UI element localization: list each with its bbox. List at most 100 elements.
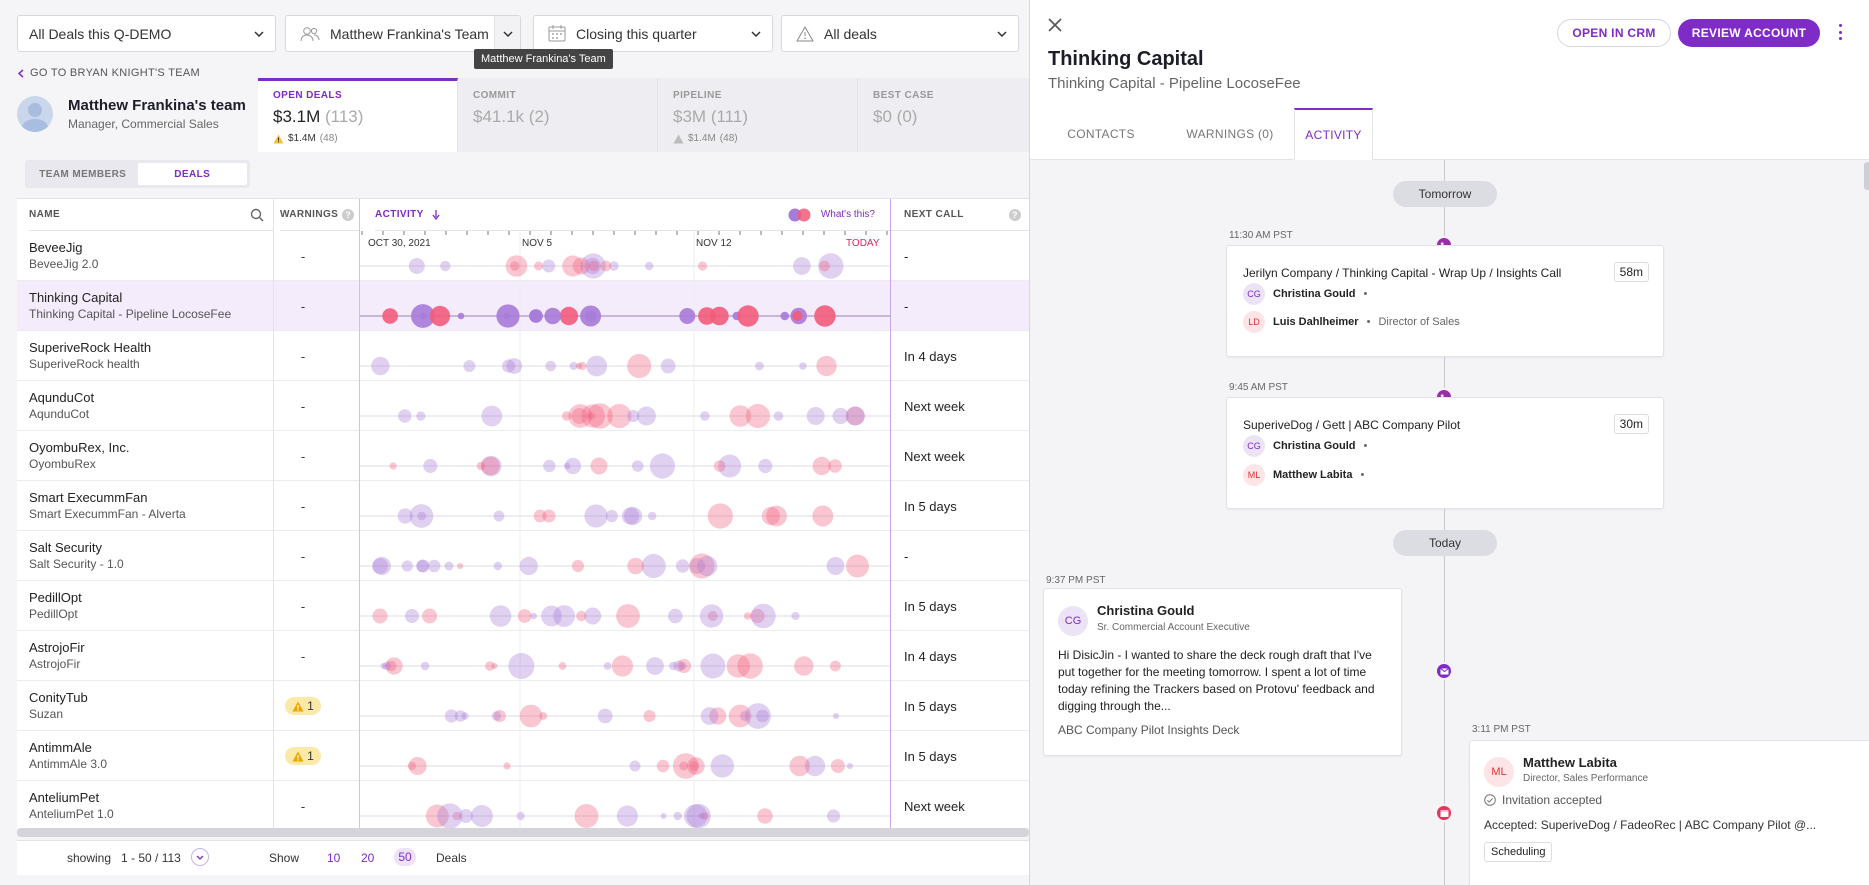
activity-bubble: [675, 559, 690, 573]
deal-name[interactable]: AnteliumPet: [29, 790, 100, 805]
warning-badge[interactable]: 1: [285, 747, 321, 765]
vertical-scrollbar[interactable]: [1864, 162, 1869, 190]
page-size-50[interactable]: 50: [394, 848, 416, 866]
activity-bubble: [563, 462, 571, 470]
invite-card[interactable]: ML Matthew Labita Director, Sales Perfor…: [1469, 740, 1869, 885]
meeting-card[interactable]: SuperiveDog / Gett | ABC Company Pilot 3…: [1226, 397, 1664, 509]
next-call: Next week: [904, 398, 965, 414]
team-members-tab[interactable]: TEAM MEMBERS: [39, 168, 127, 180]
deals-filter-dropdown[interactable]: All Deals this Q-DEMO: [17, 15, 276, 52]
deal-name[interactable]: AstrojoFir: [29, 640, 85, 655]
warning-badge[interactable]: 1: [285, 697, 321, 715]
activity-bubble: [819, 260, 830, 272]
warnings-value: -: [300, 798, 306, 814]
activity-bubble: [545, 360, 556, 372]
tab-activity[interactable]: ACTIVITY: [1294, 108, 1373, 160]
team-filter-dropdown[interactable]: Matthew Frankina's Team: [285, 15, 521, 52]
activity-bubble: [794, 656, 814, 676]
activity-bubble: [624, 506, 643, 526]
table-row[interactable]: SuperiveRock Health SuperiveRock health - I…: [17, 331, 1029, 381]
deals-tab[interactable]: DEALS: [137, 163, 247, 185]
activity-bubble: [539, 712, 548, 720]
activity-bubble: [700, 411, 710, 421]
activity-bubble: [385, 660, 397, 672]
attendee-initials: CG: [1243, 435, 1265, 457]
email-body: Hi DisicJin - I wanted to share the deck…: [1058, 648, 1375, 713]
table-row[interactable]: AstrojoFir AstrojoFir - In 4 days: [17, 631, 1029, 681]
table-row[interactable]: AnteliumPet AnteliumPet 1.0 - Next week: [17, 781, 1029, 828]
activity-bubble: [737, 305, 759, 327]
activity-bubble: [709, 707, 727, 725]
email-attachment[interactable]: ABC Company Pilot Insights Deck: [1058, 723, 1240, 737]
deal-name[interactable]: Thinking Capital: [29, 290, 123, 305]
column-header-name[interactable]: NAME: [29, 199, 274, 231]
more-options-icon[interactable]: [1834, 22, 1846, 42]
account-title: Thinking Capital: [1048, 48, 1204, 70]
table-row[interactable]: Smart ExecummFan Smart ExecummFan - Alver…: [17, 481, 1029, 531]
status-filter-dropdown[interactable]: All deals: [781, 15, 1019, 52]
table-row[interactable]: OyombuRex, Inc. OyombuRex - Next week: [17, 431, 1029, 481]
deal-name[interactable]: BeveeJig: [29, 240, 83, 255]
activity-bubble: [645, 261, 654, 271]
attendee-name: Christina Gould: [1273, 288, 1356, 300]
activity-bubble: [586, 355, 608, 377]
help-icon[interactable]: ?: [342, 208, 355, 221]
table-row[interactable]: Thinking Capital Thinking Capital - Pipel…: [17, 281, 1029, 331]
tab-warnings[interactable]: WARNINGS (0): [1186, 127, 1274, 141]
table-row[interactable]: Salt Security Salt Security - 1.0 - -: [17, 531, 1029, 581]
table-row[interactable]: AntimmAle AntimmAle 3.0 1 In 5 days: [17, 731, 1029, 781]
activity-row: [360, 253, 890, 279]
email-card[interactable]: CG Christina Gould Sr. Commercial Accoun…: [1043, 588, 1402, 756]
kpi-best-case[interactable]: BEST CASE $0 (0): [858, 78, 1029, 152]
whats-this-link[interactable]: What's this?: [820, 209, 875, 220]
activity-bubble: [649, 453, 675, 479]
activity-bubble: [710, 754, 734, 778]
deal-name[interactable]: OyombuRex, Inc.: [29, 440, 130, 455]
activity-bubble: [382, 308, 398, 324]
activity-bubble: [814, 305, 836, 327]
sort-down-icon[interactable]: [432, 209, 440, 220]
table-row[interactable]: BeveeJig BeveeJig 2.0 - -: [17, 231, 1029, 281]
deal-name[interactable]: ConityTub: [29, 690, 88, 705]
column-header-next-call[interactable]: NEXT CALL ?: [904, 199, 1029, 231]
kpi-pipeline[interactable]: PIPELINE $3M (111) $1.4M (48): [658, 78, 858, 152]
help-icon[interactable]: ?: [1009, 208, 1021, 221]
chevron-down-icon[interactable]: [494, 15, 520, 52]
back-to-team-link[interactable]: GO TO BRYAN KNIGHT'S TEAM: [18, 67, 200, 79]
review-account-button[interactable]: REVIEW ACCOUNT: [1678, 19, 1820, 47]
activity-timeline: OCT 30, 2021 NOV 5 NOV 12 TODAY: [360, 231, 890, 828]
column-header-warnings[interactable]: WARNINGS ?: [280, 199, 360, 231]
open-in-crm-button[interactable]: OPEN IN CRM: [1557, 19, 1671, 47]
kpi-commit[interactable]: COMMIT $41.1k (2): [458, 78, 658, 152]
deal-subtitle: Thinking Capital - Pipeline LocoseFee: [29, 307, 232, 321]
deal-name[interactable]: SuperiveRock Health: [29, 340, 152, 355]
attendee-initials: CG: [1243, 283, 1265, 305]
page-size-10[interactable]: 10: [327, 851, 341, 865]
deal-name[interactable]: AntimmAle: [29, 740, 92, 755]
deal-name[interactable]: AqunduCot: [29, 390, 95, 405]
table-row[interactable]: PedillOpt PedillOpt - In 5 days: [17, 581, 1029, 631]
search-icon[interactable]: [250, 208, 264, 222]
meeting-duration: 58m: [1613, 262, 1649, 282]
table-row[interactable]: ConityTub Suzan 1 In 5 days: [17, 681, 1029, 731]
close-icon[interactable]: [1046, 16, 1064, 34]
deal-name[interactable]: Salt Security: [29, 540, 102, 555]
page-size-20[interactable]: 20: [361, 851, 375, 865]
activity-bubble: [631, 460, 644, 472]
horizontal-scrollbar[interactable]: [17, 828, 1029, 837]
meeting-card[interactable]: Jerilyn Company / Thinking Capital - Wra…: [1226, 245, 1664, 357]
deal-name[interactable]: Smart ExecummFan: [29, 490, 148, 505]
activity-bubble: [707, 611, 718, 621]
period-filter-dropdown[interactable]: Closing this quarter: [533, 15, 773, 52]
activity-bubble: [660, 813, 667, 819]
table-row[interactable]: AqunduCot AqunduCot - Next week: [17, 381, 1029, 431]
activity-bubble: [380, 662, 387, 670]
timeline-axis: OCT 30, 2021 NOV 5 NOV 12 TODAY: [361, 231, 888, 828]
kpi-open-deals[interactable]: OPEN DEALS $3.1M (113) $1.4M (48): [258, 78, 458, 152]
activity-bubble: [616, 805, 638, 827]
tab-contacts[interactable]: CONTACTS: [1067, 127, 1135, 141]
chevron-down-icon[interactable]: [191, 848, 209, 866]
deal-name[interactable]: PedillOpt: [29, 590, 82, 605]
activity-bubble: [544, 307, 561, 325]
column-header-activity[interactable]: ACTIVITY What's this?: [375, 199, 905, 231]
